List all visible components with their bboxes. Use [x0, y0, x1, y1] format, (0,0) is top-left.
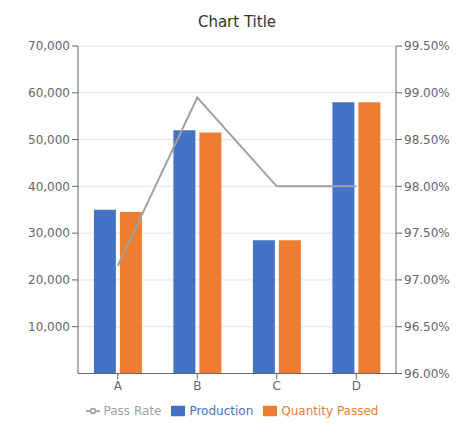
- svg-text:A: A: [114, 379, 123, 393]
- svg-text:B: B: [193, 379, 201, 393]
- html-text:Production: Production: [189, 403, 254, 418]
- svg-text:96.50%: 96.50%: [404, 320, 450, 334]
- svg-text:C: C: [273, 379, 281, 393]
- svg-text:50,000: 50,000: [28, 133, 70, 147]
- svg-text:10,000: 10,000: [28, 320, 70, 334]
- svg-text:99.00%: 99.00%: [404, 86, 450, 100]
- svg-text:20,000: 20,000: [28, 273, 70, 287]
- svg-text:70,000: 70,000: [28, 39, 70, 53]
- html-text:Quantity Passed: Quantity Passed: [281, 403, 379, 418]
- svg-text:96.00%: 96.00%: [404, 367, 450, 381]
- svg-text:D: D: [352, 379, 361, 393]
- svg-text:97.00%: 97.00%: [404, 273, 450, 287]
- svg-text:97.50%: 97.50%: [404, 226, 450, 240]
- svg-text:98.50%: 98.50%: [404, 133, 450, 147]
- svg-text:98.00%: 98.00%: [404, 180, 450, 194]
- svg-text:60,000: 60,000: [28, 86, 70, 100]
- html-text:Chart Title: Chart Title: [197, 13, 277, 31]
- svg-text:99.50%: 99.50%: [404, 39, 450, 53]
- svg-text:40,000: 40,000: [28, 180, 70, 194]
- svg-text:30,000: 30,000: [28, 226, 70, 240]
- html-text:Pass Rate: Pass Rate: [103, 403, 162, 418]
